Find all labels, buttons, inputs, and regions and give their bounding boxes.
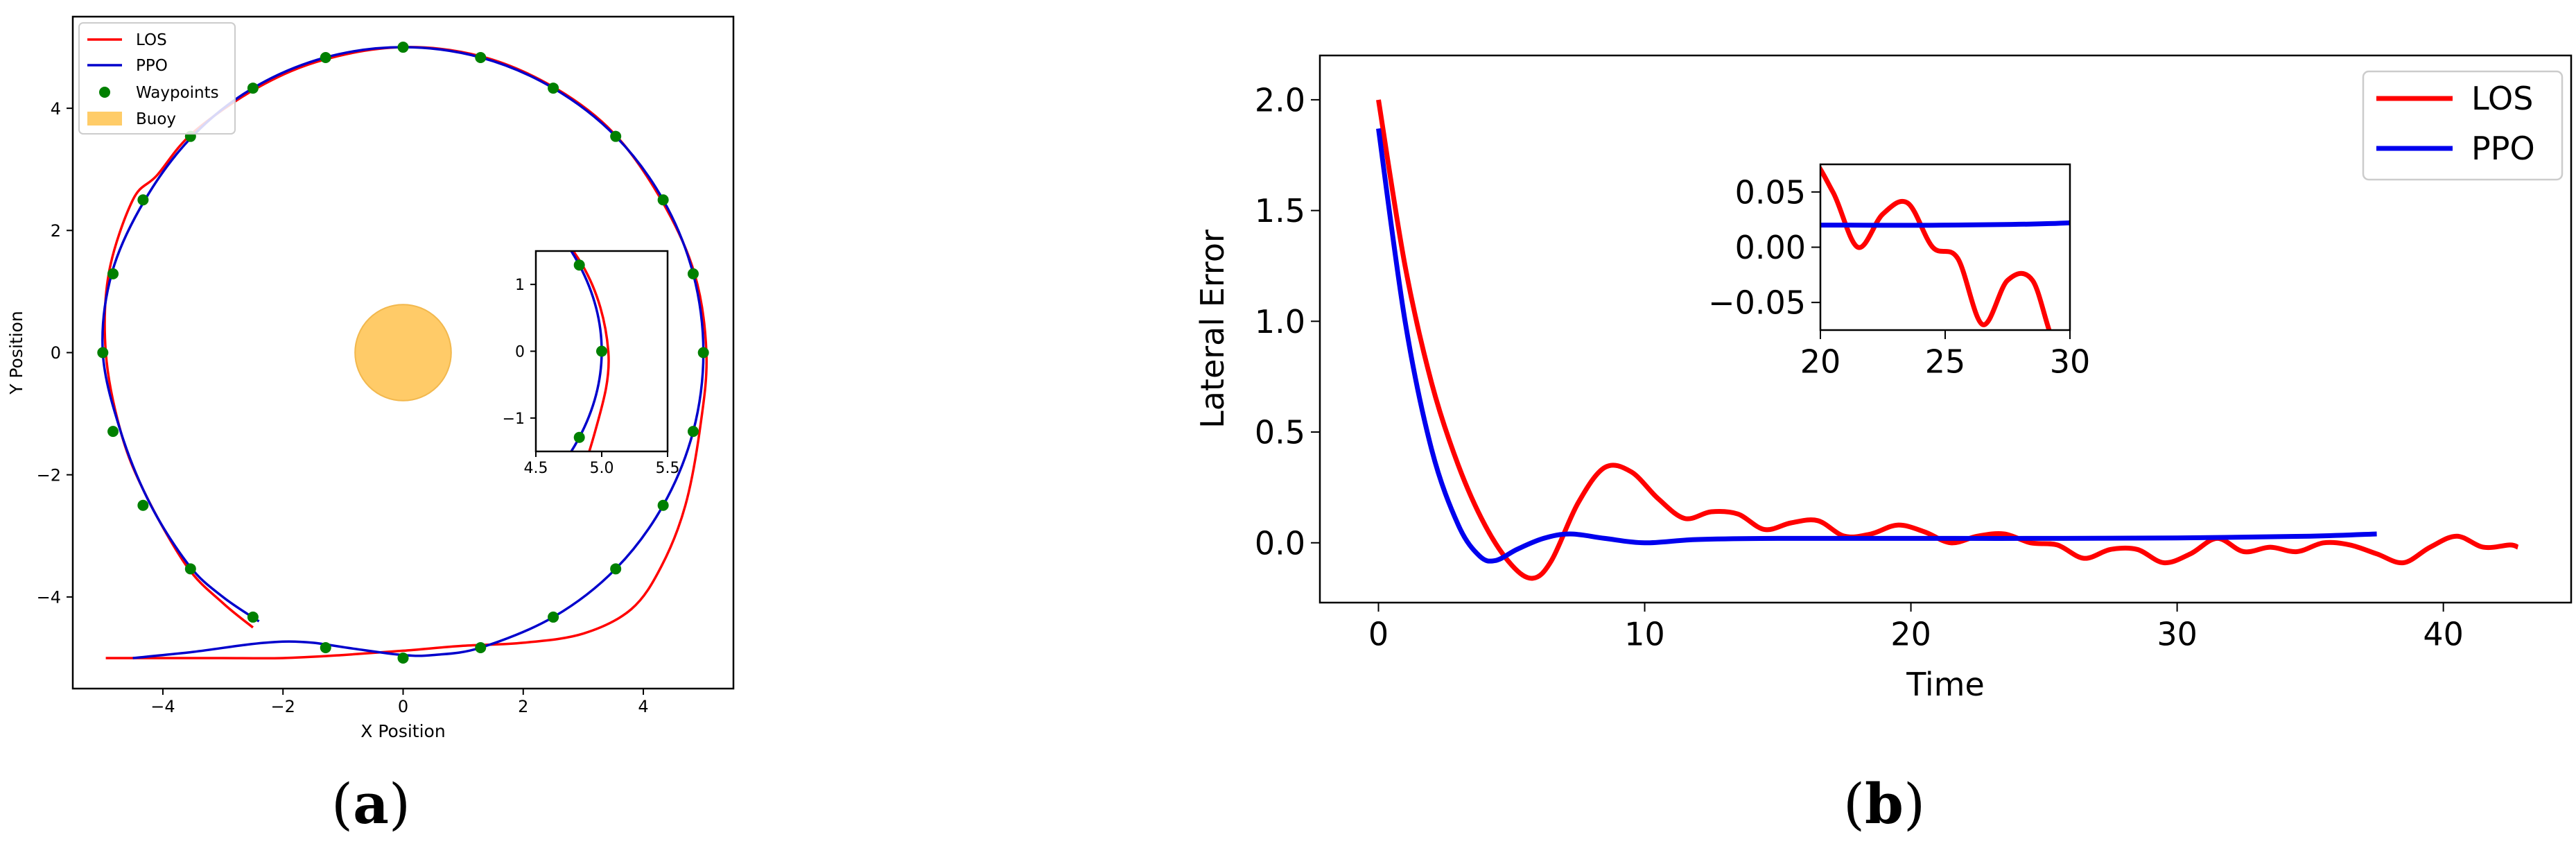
y-tick-label: −4 [37, 588, 61, 607]
legend-a: LOS PPO Waypoints Buoy [78, 22, 236, 135]
x-tick-label: 0 [398, 697, 408, 716]
waypoint-marker [397, 42, 409, 53]
y-tick-label: 0.00 [1735, 229, 1806, 266]
inset-waypoint-marker [404, 109, 415, 120]
waypoint-marker [247, 83, 259, 94]
x-tick-label: 10 [1624, 615, 1665, 653]
legend-label: PPO [2471, 130, 2535, 167]
y-tick-label: 0 [515, 343, 525, 361]
x-tick-label: 2 [518, 697, 528, 716]
caption-b: (b) [1843, 771, 1925, 836]
waypoint-marker [687, 268, 699, 279]
x-tick-label: 20 [1890, 615, 1931, 653]
legend-label: Waypoints [136, 84, 219, 102]
series-line-los [1376, 99, 2519, 581]
plot-area-a [97, 42, 709, 664]
y-tick-label: 1 [515, 277, 525, 294]
y-axis-label: Y Position [6, 311, 26, 395]
waypoint-marker [184, 563, 196, 575]
x-axis-label: Time [1906, 666, 1985, 703]
legend-label: LOS [136, 31, 167, 49]
panel-a: −4 −2 0 2 4 −4 −2 0 2 4 X Position Y Position LOS PPO… [6, 15, 735, 836]
waypoint-marker [107, 268, 119, 279]
waypoint-marker [320, 52, 331, 64]
legend-swatch-waypoints [99, 87, 110, 98]
inset-plot-area [1820, 164, 2070, 330]
legend-swatch-buoy [87, 112, 122, 126]
legend-label: LOS [2471, 80, 2533, 117]
x-tick-label: 5.5 [656, 460, 680, 477]
panel-b: 0 10 20 30 40 0.0 0.5 1.0 1.5 2.0 Time Lateral Erro… [1194, 54, 2573, 836]
inset-waypoint-marker [404, 582, 415, 594]
legend-b: LOS PPO [2362, 70, 2564, 181]
y-tick-label: 2 [51, 221, 61, 241]
waypoint-marker [475, 52, 487, 64]
inset-waypoint-marker [267, 56, 278, 67]
inset-waypoint-marker [508, 512, 519, 524]
waypoint-marker [397, 652, 409, 664]
x-tick-label: 5.0 [590, 460, 614, 477]
inset-waypoint-marker [573, 431, 585, 443]
axes-frame-b [1319, 54, 2573, 604]
y-tick-label: −2 [37, 465, 61, 485]
inset-waypoint-marker [508, 179, 519, 190]
inset-waypoint-marker [573, 259, 585, 271]
y-tick-label: 0.0 [1255, 524, 1305, 562]
waypoint-marker [657, 194, 669, 206]
waypoint-marker [107, 426, 119, 438]
waypoint-marker [697, 347, 709, 359]
inset-waypoint-marker [596, 345, 607, 357]
waypoint-marker [687, 426, 699, 438]
y-tick-label: 1.0 [1255, 303, 1305, 340]
x-tick-label: −4 [150, 697, 175, 716]
plot-area-b [1376, 99, 2519, 581]
x-tick-label: 0 [1368, 615, 1389, 653]
y-tick-label: 0.5 [1255, 414, 1305, 451]
x-tick-label: 25 [1925, 343, 1966, 380]
waypoint-marker [137, 194, 149, 206]
inset-line-ppo [1820, 220, 2070, 228]
waypoint-marker [548, 83, 559, 94]
x-tick-label: 20 [1800, 343, 1841, 380]
y-tick-label: 0.05 [1735, 173, 1806, 211]
x-axis-label: X Position [360, 721, 445, 741]
inset-b: 20 25 30 0.05 0.00 −0.05 [1708, 163, 2091, 380]
waypoint-marker [97, 347, 109, 359]
inset-a: 4.5 5.0 5.5 −1 0 1 [107, 56, 680, 680]
waypoint-marker [548, 611, 559, 623]
waypoint-marker [657, 499, 669, 511]
inset-plot-area [107, 56, 610, 680]
x-tick-label: 30 [2050, 343, 2091, 380]
waypoint-marker [247, 611, 259, 623]
inset-waypoint-marker [107, 668, 119, 680]
legend-box [78, 22, 236, 135]
x-tick-label: 30 [2157, 615, 2198, 653]
caption-a: (a) [331, 771, 410, 836]
waypoint-marker [137, 499, 149, 511]
y-tick-label: 2.0 [1255, 81, 1305, 119]
y-tick-label: 4 [51, 99, 61, 119]
y-axis-label: Lateral Error [1194, 230, 1231, 429]
legend-label: PPO [136, 57, 168, 75]
buoy-circle [354, 304, 452, 402]
x-tick-label: 40 [2423, 615, 2464, 653]
y-tick-label: −0.05 [1708, 284, 1806, 322]
x-tick-label: −2 [271, 697, 295, 716]
x-tick-label: 4.5 [524, 460, 548, 477]
series-line-ppo [1376, 128, 2377, 564]
waypoint-marker [610, 130, 622, 142]
legend-label: Buoy [136, 110, 176, 128]
y-tick-label: 0 [51, 343, 61, 363]
waypoint-marker [475, 641, 487, 653]
waypoint-marker [320, 641, 331, 653]
waypoint-marker [610, 563, 622, 575]
y-tick-label: −1 [503, 411, 525, 428]
y-tick-label: 1.5 [1255, 192, 1305, 230]
x-tick-label: 4 [638, 697, 648, 716]
inset-waypoint-marker [267, 635, 278, 646]
